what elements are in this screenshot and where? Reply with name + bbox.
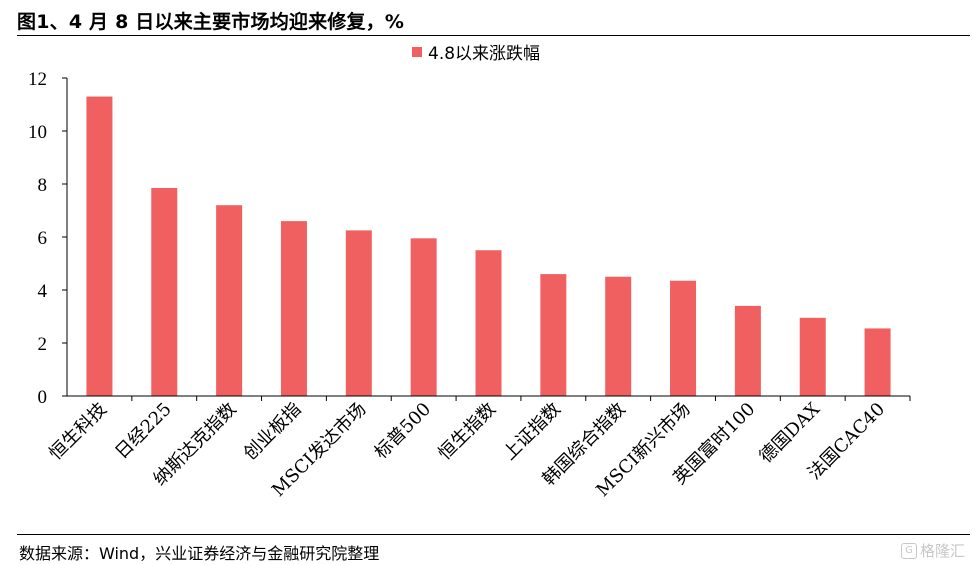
x-tick-label-11: 德国DAX [756, 399, 825, 468]
bar-1 [151, 187, 178, 396]
legend-label: 4.8以来涨跌幅 [428, 44, 540, 64]
x-tick-label-7: 上证指数 [499, 399, 565, 465]
y-tick-label: 6 [38, 228, 48, 249]
y-tick-label: 8 [38, 175, 48, 196]
y-axis-ticks: 0 2 4 6 8 10 12 [28, 69, 67, 408]
legend: 4.8以来涨跌幅 [412, 44, 540, 64]
bar-4 [345, 230, 372, 396]
x-tick-label-0: 恒生科技 [45, 399, 111, 465]
y-tick-label: 10 [28, 122, 47, 143]
bar-6 [475, 250, 502, 396]
x-tick-label-1: 日经225 [111, 399, 176, 464]
watermark-logo-icon: G [900, 542, 917, 559]
bar-9 [670, 280, 697, 396]
source-note: 数据来源：Wind，兴业证券经济与金融研究院整理 [19, 544, 380, 563]
bottom-rule [17, 534, 970, 535]
top-rule [17, 35, 970, 36]
x-tick-label-3: 创业板指 [240, 399, 306, 465]
bars [86, 96, 891, 397]
y-tick-label: 2 [38, 334, 48, 355]
bar-5 [410, 238, 437, 396]
y-tick-label: 12 [28, 69, 47, 90]
bar-2 [216, 205, 243, 396]
x-tick-label-6: 恒生指数 [434, 399, 500, 465]
chart-title: 图1、4 月 8 日以来主要市场均迎来修复，% [17, 11, 405, 33]
bar-3 [280, 221, 307, 396]
bar-12 [864, 328, 891, 396]
watermark: G 格隆汇 [900, 540, 965, 561]
bar-11 [799, 317, 826, 396]
y-tick-label: 4 [38, 281, 48, 302]
bar-7 [540, 274, 567, 396]
y-tick-label: 0 [38, 387, 48, 408]
watermark-text: 格隆汇 [919, 542, 965, 560]
bar-0 [86, 96, 113, 397]
bar-8 [605, 276, 632, 396]
x-tick-label-5: 标普500 [371, 399, 436, 464]
legend-swatch [412, 47, 422, 57]
bar-10 [734, 305, 761, 396]
